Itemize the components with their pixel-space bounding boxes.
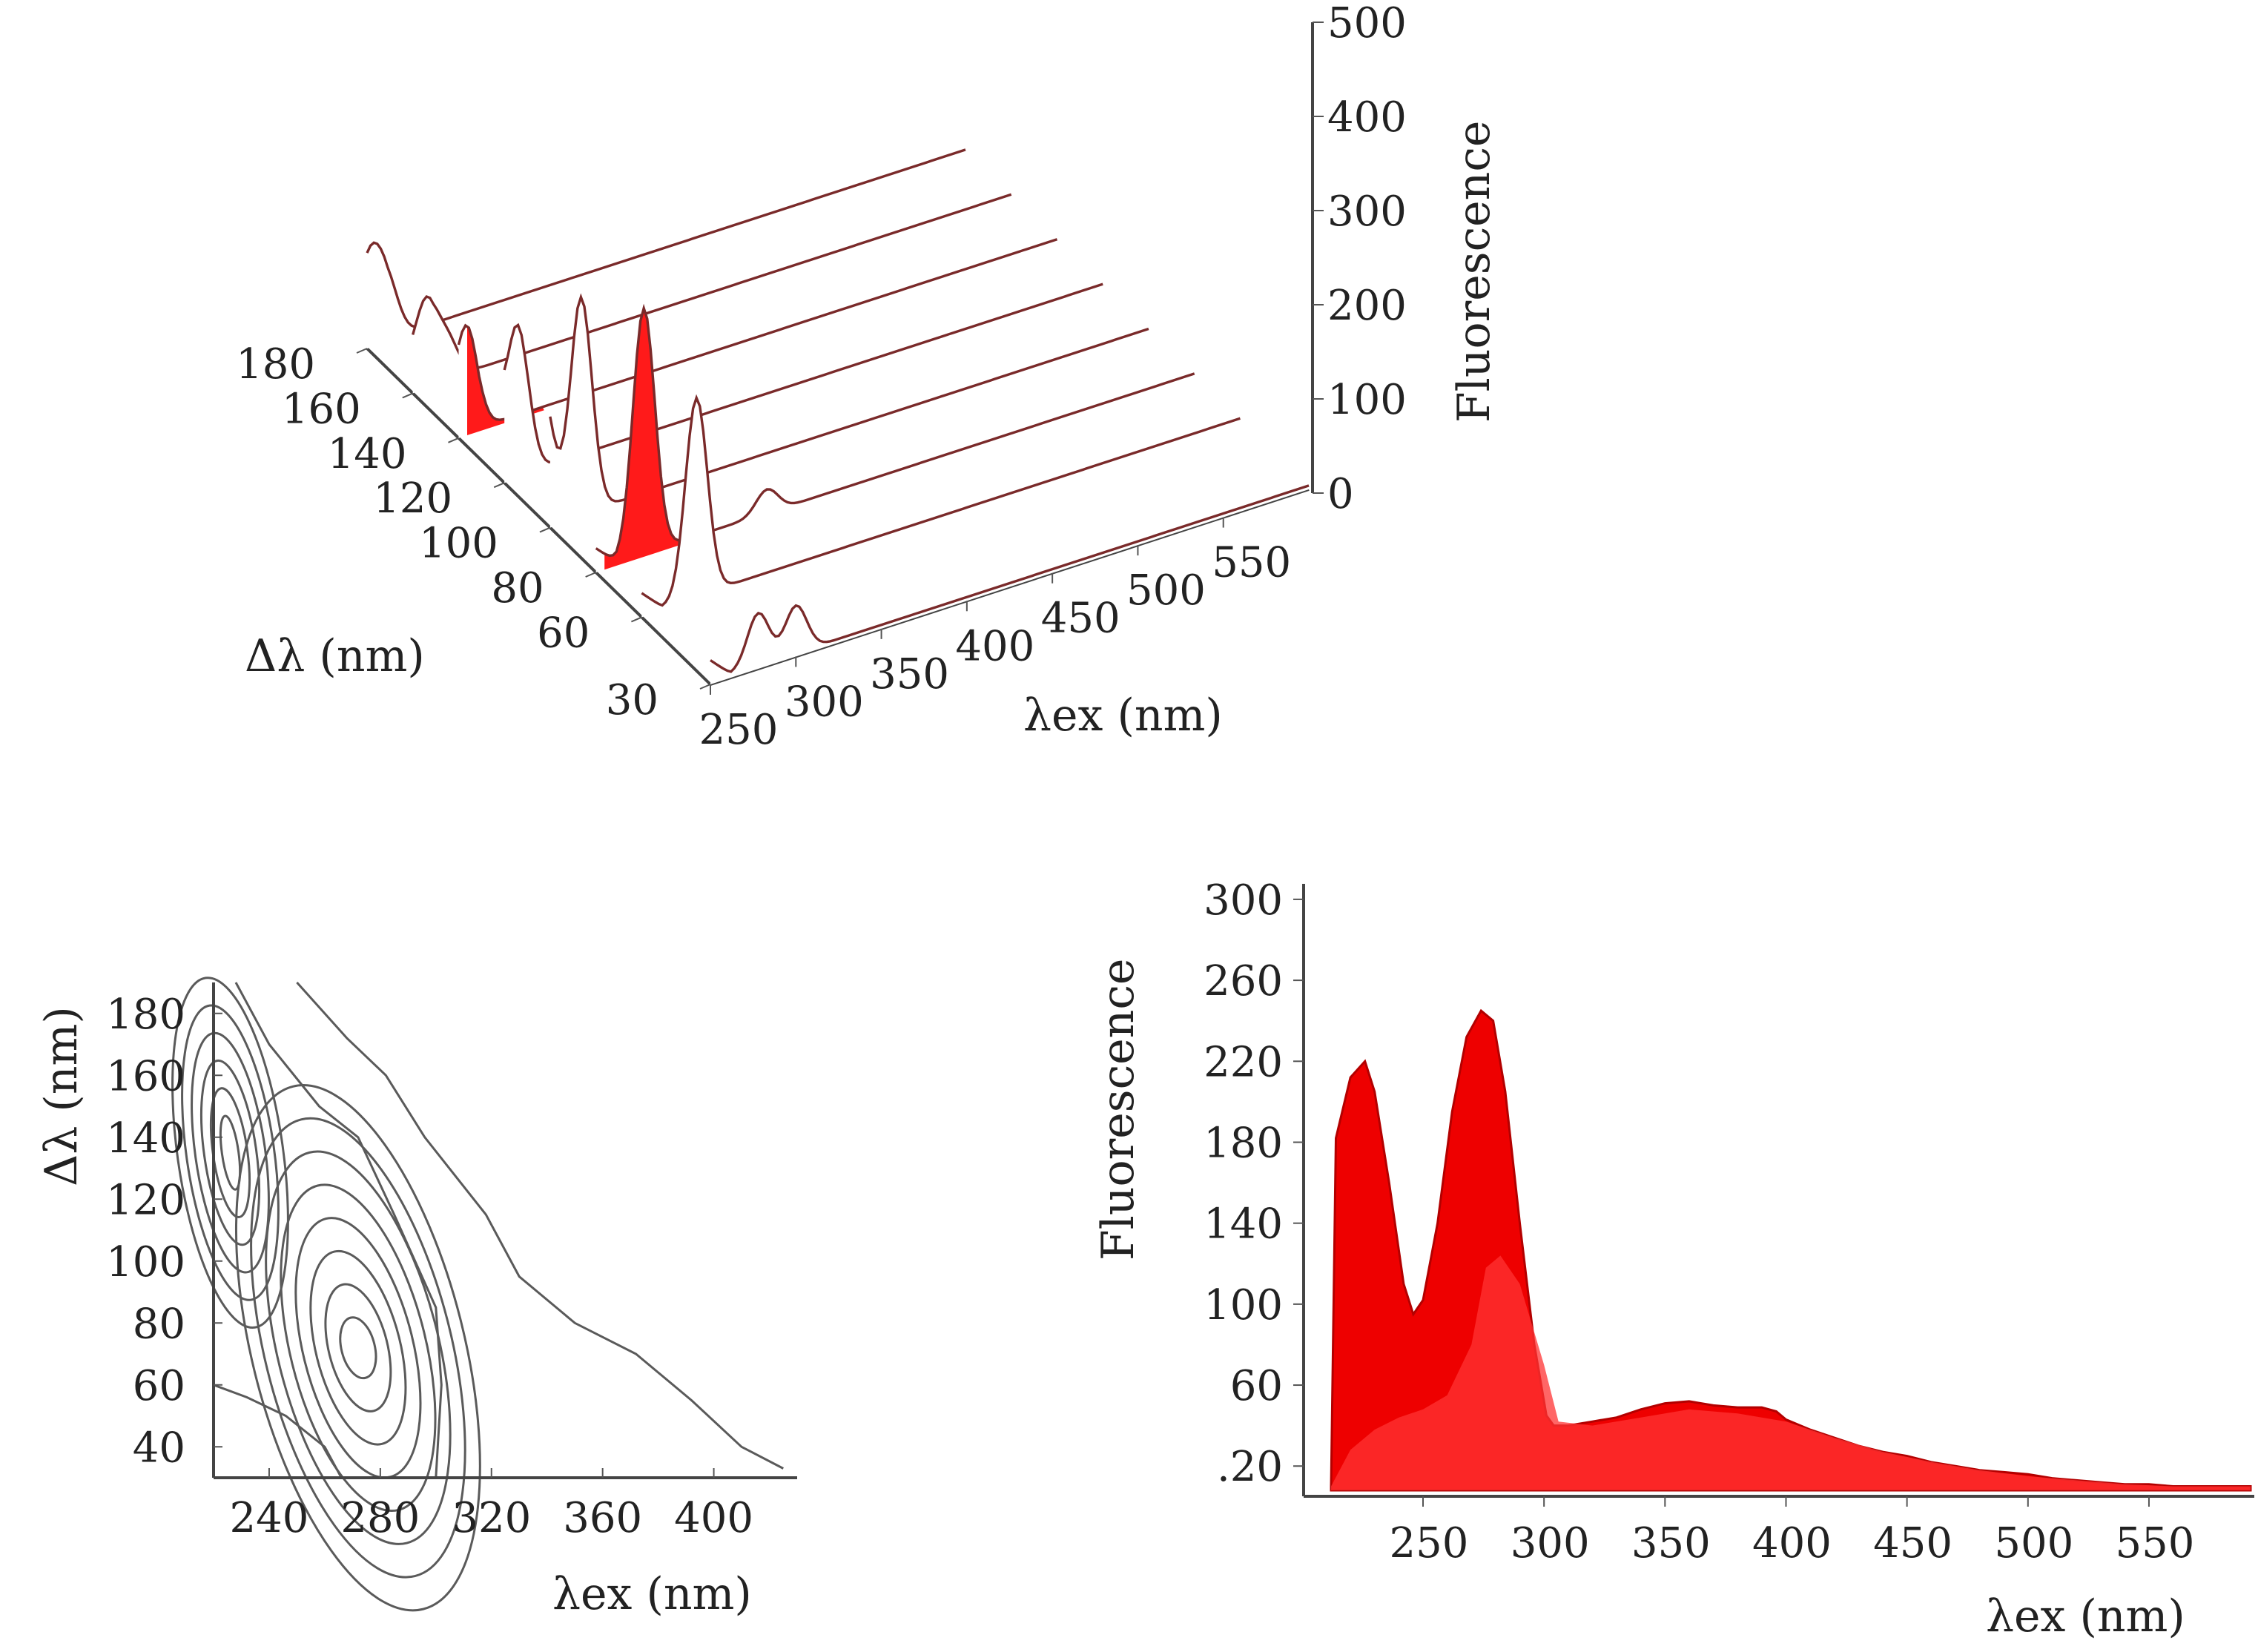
waterfall-xtick-label: 250: [699, 706, 779, 754]
contour-ytick-label: 120: [106, 1176, 185, 1224]
waterfall-trace-140: [457, 238, 1058, 421]
contour-outer-line-2: [213, 1384, 343, 1478]
waterfall-xtick-label: 300: [785, 678, 864, 726]
waterfall-xtick-label: 450: [1041, 595, 1120, 643]
waterfall-xtick-label: 350: [870, 650, 949, 698]
contour-ytick-label: 60: [133, 1362, 185, 1410]
spectrum-ytick-label: .20: [1217, 1443, 1283, 1491]
axis-delta: [366, 347, 712, 686]
contour-xtick-label: 360: [563, 1494, 642, 1542]
contour-ytick-label: 80: [133, 1300, 185, 1348]
spectrum-ytick-label: 140: [1204, 1200, 1283, 1249]
waterfall-trace-30: [710, 484, 1310, 673]
waterfall-ytick-mark: [539, 526, 551, 533]
spectrum-ytick-label: 300: [1204, 876, 1283, 925]
waterfall-ytick-label: 180: [236, 340, 315, 389]
waterfall-zlabel: Fluorescence: [1448, 121, 1500, 423]
contour-xtick-label: 320: [452, 1494, 531, 1542]
contour-xtick-label: 400: [674, 1494, 753, 1542]
panel-contour: 240 280 320 360 400 40 60 80 100 120 140 160 180 λex…: [36, 977, 797, 1620]
spectrum-xtick-label: 300: [1511, 1519, 1590, 1567]
waterfall-trace-160: [412, 193, 1012, 369]
contour-ring-max2: [250, 1117, 466, 1579]
spectrum-xtick-label: 450: [1873, 1519, 1952, 1567]
waterfall-ytick-mark: [585, 572, 597, 578]
contour-xlabel: λex (nm): [552, 1568, 752, 1620]
waterfall-ylabel: Δλ (nm): [245, 630, 425, 682]
waterfall-ytick-label: 160: [282, 385, 361, 433]
spectrum-xlabel: λex (nm): [1986, 1590, 2185, 1642]
spectrum-ytick-label: 100: [1204, 1281, 1283, 1329]
contour-ring-max1: [171, 977, 289, 1329]
contour-ring-max1: [181, 1004, 280, 1301]
contour-ytick-label: 160: [106, 1052, 185, 1100]
waterfall-ytick-label: 60: [537, 609, 590, 657]
contour-ring-max2: [294, 1217, 422, 1479]
contour-ring-max2: [324, 1283, 392, 1413]
spectrum-ticks: 250 300 350 400 450 500 550 .20 60 100 140 180 220 26…: [1204, 876, 2194, 1567]
contour-ring-max1: [209, 1087, 251, 1219]
contour-xtick-label: 240: [230, 1494, 309, 1542]
waterfall-ztick-label: 400: [1327, 93, 1407, 142]
waterfall-ticks: 0100200300400500250300350400450500550306…: [236, 0, 1407, 754]
contour-ring-max2: [339, 1316, 377, 1380]
spectrum-ytick-label: 260: [1204, 957, 1283, 1005]
spectrum-xtick-label: 550: [2116, 1519, 2195, 1567]
waterfall-traces: [366, 148, 1310, 684]
waterfall-ztick-label: 500: [1327, 0, 1407, 47]
contour-xtick-label: 280: [340, 1494, 420, 1542]
contour-lines: [171, 977, 784, 1612]
waterfall-ytick-mark: [699, 684, 711, 690]
contour-ring-max1: [200, 1059, 260, 1246]
waterfall-ytick-label: 30: [606, 676, 658, 724]
waterfall-occluder-100: [549, 297, 1149, 528]
spectrum-ytick-label: 60: [1230, 1362, 1283, 1410]
contour-ytick-label: 180: [106, 991, 185, 1039]
waterfall-ytick-mark: [402, 392, 414, 399]
waterfall-trace-180: [366, 148, 966, 328]
waterfall-ztick-label: 200: [1327, 282, 1407, 330]
panel-3d-waterfall: 0100200300400500250300350400450500550306…: [236, 0, 1500, 754]
waterfall-trace-60: [641, 394, 1241, 607]
spectrum-xtick-label: 400: [1752, 1519, 1832, 1567]
waterfall-xlabel: λex (nm): [1023, 690, 1223, 741]
contour-ring-max1: [219, 1114, 242, 1191]
waterfall-ytick-label: 140: [328, 430, 407, 478]
waterfall-ztick-label: 0: [1327, 470, 1354, 518]
waterfall-xtick-label: 550: [1212, 539, 1291, 587]
waterfall-xtick-label: 400: [955, 622, 1034, 670]
waterfall-xtick-label: 500: [1126, 566, 1206, 615]
waterfall-ytick-label: 100: [419, 520, 498, 568]
contour-outer-line-0: [234, 982, 443, 1478]
spectrum-areas: [1330, 1008, 2252, 1492]
contour-ticks: 240 280 320 360 400 40 60 80 100 120 140 160 180: [106, 991, 753, 1542]
waterfall-ytick-mark: [631, 616, 642, 623]
contour-ring-max2: [280, 1183, 437, 1513]
spectrum-area-inner: [1331, 1255, 2251, 1490]
spectrum-ytick-label: 220: [1204, 1038, 1283, 1086]
waterfall-ytick-mark: [356, 348, 368, 354]
waterfall-trace-120: [503, 283, 1103, 464]
waterfall-ztick-label: 100: [1327, 376, 1407, 424]
spectrum-xtick-label: 250: [1390, 1519, 1469, 1567]
contour-ylabel: Δλ (nm): [36, 1006, 88, 1186]
waterfall-ytick-label: 120: [373, 475, 452, 523]
waterfall-ytick-mark: [448, 437, 459, 443]
contour-ring-max2: [235, 1084, 481, 1612]
contour-outer-line-1: [296, 981, 784, 1470]
contour-ytick-label: 40: [133, 1424, 185, 1472]
spectrum-xtick-label: 500: [1994, 1519, 2073, 1567]
contour-ytick-label: 140: [106, 1114, 185, 1163]
spectrum-xtick-label: 350: [1631, 1519, 1711, 1567]
contour-ring-max2: [309, 1249, 407, 1446]
waterfall-highlight-80: [604, 311, 681, 570]
panel-spectrum: 250 300 350 400 450 500 550 .20 60 100 140 180 220 26…: [1092, 876, 2254, 1642]
waterfall-ytick-mark: [493, 482, 505, 489]
contour-ytick-label: 100: [106, 1238, 185, 1286]
waterfall-ytick-label: 80: [491, 564, 544, 612]
spectrum-ylabel: Fluorescence: [1092, 959, 1144, 1261]
spectrum-ytick-label: 180: [1204, 1119, 1283, 1167]
waterfall-ztick-label: 300: [1327, 188, 1407, 236]
